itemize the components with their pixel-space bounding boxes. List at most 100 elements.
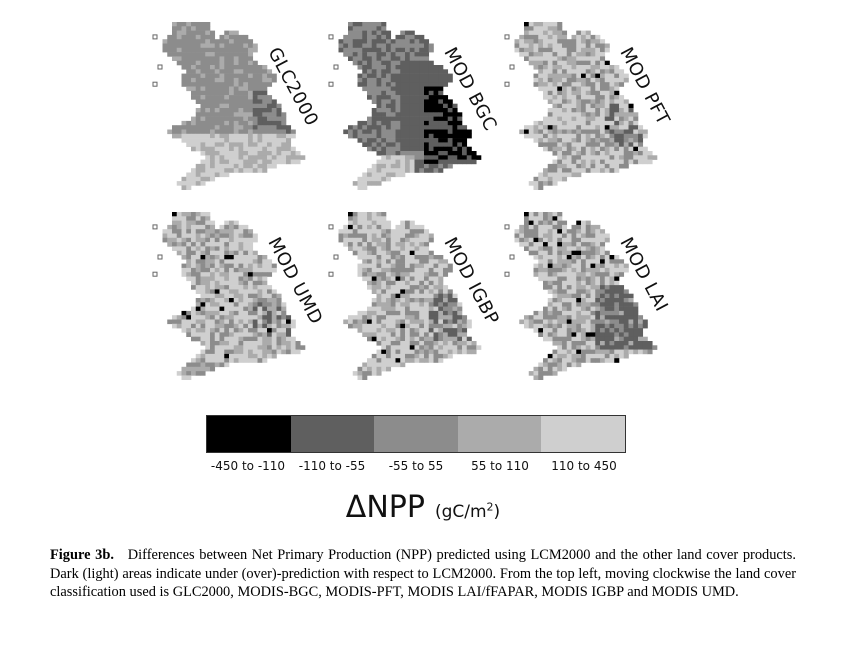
map-cell (381, 302, 387, 307)
map-island (152, 224, 158, 230)
map-cell (604, 125, 610, 130)
map-cell (195, 242, 201, 247)
map-cell (585, 220, 591, 226)
map-cell (229, 103, 235, 109)
map-cell (533, 212, 539, 217)
map-cell (414, 77, 420, 83)
map-cell (210, 99, 216, 104)
map-cell (609, 341, 615, 346)
map-cell (623, 263, 629, 269)
map-cell (623, 349, 629, 355)
map-cell (414, 255, 420, 260)
map-cell (447, 263, 453, 269)
map-cell (547, 280, 553, 286)
map-cell (395, 250, 401, 256)
map-cell (443, 259, 449, 264)
map-cell (557, 293, 563, 299)
map-cell (604, 69, 610, 74)
map-cell (371, 310, 377, 316)
map-cell (590, 99, 596, 104)
map-cell (262, 73, 268, 79)
map-cell (257, 345, 263, 350)
map-cell (400, 255, 406, 260)
map-cell (248, 302, 254, 307)
map-cell (386, 146, 392, 152)
map-cell (433, 159, 439, 165)
map-cell (562, 293, 568, 299)
map-cell (376, 30, 382, 36)
map-cell (557, 229, 563, 234)
map-cell (562, 69, 568, 74)
map-cell (447, 163, 453, 169)
map-cell (400, 69, 406, 74)
map-cell (271, 73, 277, 79)
map-cell (281, 319, 287, 325)
map-cell (414, 60, 420, 66)
map-cell (562, 332, 568, 337)
map-cell (562, 116, 568, 122)
map-cell (543, 276, 549, 282)
map-cell (595, 151, 601, 156)
map-cell (566, 86, 572, 92)
map-cell (357, 176, 363, 182)
map-cell (433, 358, 439, 363)
map-cell (162, 229, 168, 234)
map-grid: GLC2000 MOD BGC MOD PFT MOD UMD MOD IGBP… (152, 22, 674, 380)
map-cell (229, 82, 235, 87)
map-cell (524, 319, 530, 325)
map-cell (438, 298, 444, 303)
map-cell (214, 319, 220, 325)
map-cell (371, 263, 377, 269)
map-cell (538, 212, 544, 217)
map-cell (433, 353, 439, 359)
map-cell (452, 336, 458, 342)
map-cell (243, 306, 249, 312)
map-cell (614, 319, 620, 325)
map-cell (200, 267, 206, 273)
map-cell (390, 47, 396, 53)
map-cell (224, 293, 230, 299)
map-cell (367, 116, 373, 122)
map-cell (547, 229, 553, 234)
map-cell (357, 56, 363, 61)
map-cell (609, 298, 615, 303)
map-cell (614, 112, 620, 117)
map-cell (172, 43, 178, 49)
map-cell (172, 220, 178, 226)
map-cell (338, 43, 344, 49)
map-cell (581, 319, 587, 325)
map-cell (343, 129, 349, 135)
map-cell (224, 280, 230, 286)
map-cell (566, 52, 572, 57)
map-cell (214, 276, 220, 282)
map-cell (210, 246, 216, 251)
map-island (504, 81, 510, 87)
map-cell (557, 328, 563, 333)
map-cell (552, 129, 558, 135)
map-cell (590, 82, 596, 87)
map-cell (362, 212, 368, 217)
map-cell (585, 267, 591, 273)
map-cell (195, 73, 201, 79)
map-cell (562, 246, 568, 251)
map-cell (619, 315, 625, 320)
map-cell (381, 328, 387, 333)
map-cell (352, 246, 358, 251)
map-cell (528, 233, 534, 239)
map-cell (224, 250, 230, 256)
map-cell (400, 259, 406, 264)
map-cell (233, 237, 239, 243)
map-cell (381, 267, 387, 273)
map-cell (229, 310, 235, 316)
map-cell (200, 34, 206, 40)
map-cell (238, 302, 244, 307)
map-cell (352, 315, 358, 320)
map-cell (195, 112, 201, 117)
map-cell (538, 176, 544, 182)
map-cell (414, 73, 420, 79)
map-cell (414, 263, 420, 269)
map-cell (543, 34, 549, 40)
map-cell (405, 315, 411, 320)
map-cell (371, 371, 377, 376)
map-cell (376, 336, 382, 342)
